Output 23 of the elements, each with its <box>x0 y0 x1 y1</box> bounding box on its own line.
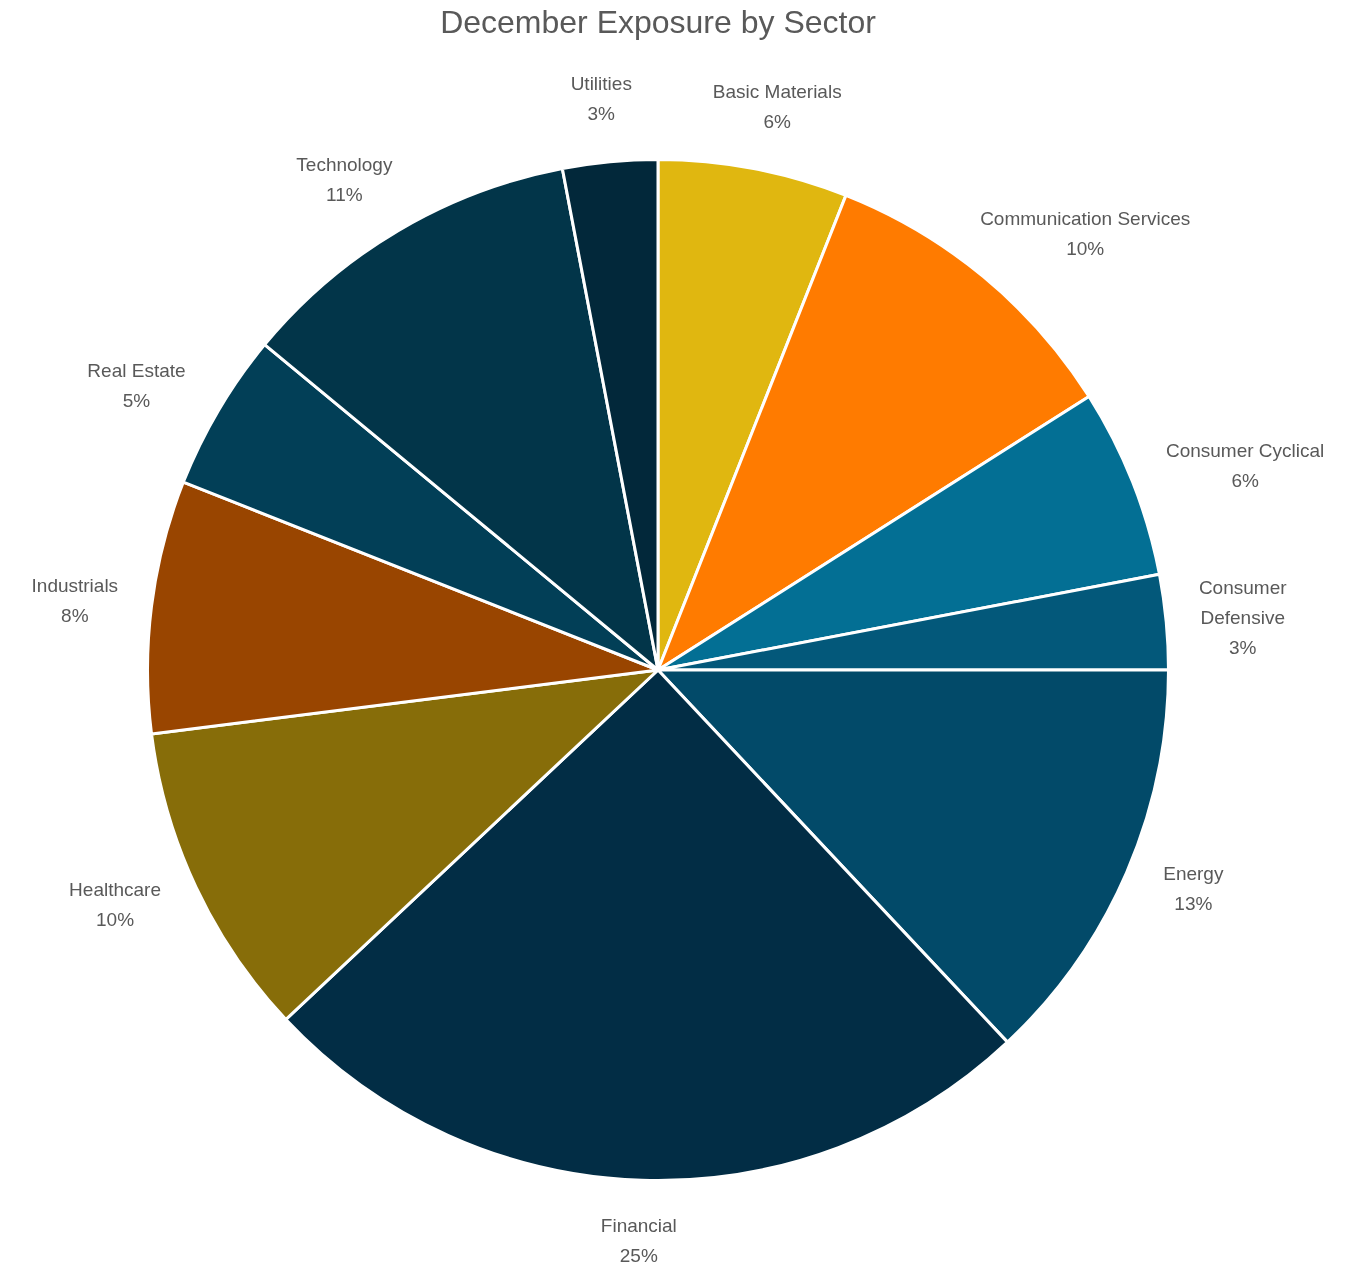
chart-title: December Exposure by Sector <box>440 3 877 40</box>
slice-label: Consumer Cyclical <box>1165 439 1325 461</box>
data-label: 10% <box>96 909 135 931</box>
data-label: 11% <box>326 184 363 206</box>
slice-label: Technology <box>296 154 393 176</box>
data-label: 5% <box>122 389 151 411</box>
slice-label: Consumer Defensive <box>1198 577 1288 629</box>
slice-label: Real Estate <box>87 359 186 381</box>
data-label: 3% <box>587 103 616 125</box>
slice-label: Utilities <box>570 73 632 95</box>
data-label: 13% <box>1174 892 1213 914</box>
data-label: 25% <box>619 1245 658 1262</box>
data-label: 3% <box>1228 637 1257 659</box>
slice-label: Communication Services <box>980 207 1191 229</box>
slice-label: Basic Materials <box>712 81 842 103</box>
slice-label: Healthcare <box>69 879 161 901</box>
data-label: 10% <box>1066 237 1105 259</box>
data-label: 6% <box>1231 469 1259 491</box>
data-label: 6% <box>763 111 792 133</box>
data-label: 8% <box>61 604 89 626</box>
slice-label: Financial <box>600 1215 677 1237</box>
slice-label: Industrials <box>31 574 119 596</box>
slice-label: Energy <box>1163 862 1224 884</box>
